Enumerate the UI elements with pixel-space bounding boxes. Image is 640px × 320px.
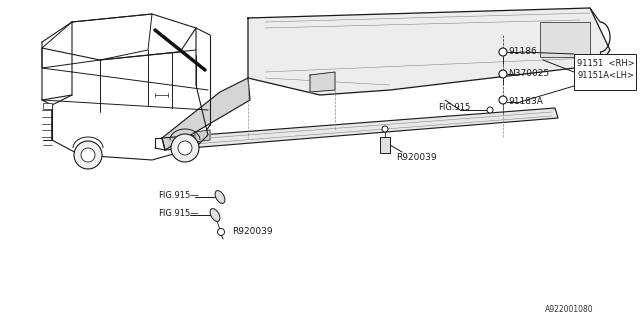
- Circle shape: [178, 141, 192, 155]
- Text: R920039: R920039: [396, 154, 436, 163]
- Polygon shape: [162, 78, 250, 150]
- Circle shape: [382, 126, 388, 132]
- Circle shape: [218, 228, 225, 236]
- Circle shape: [81, 148, 95, 162]
- Bar: [540, 22, 590, 57]
- Polygon shape: [162, 108, 558, 150]
- Ellipse shape: [210, 209, 220, 221]
- Circle shape: [74, 141, 102, 169]
- Text: 91186: 91186: [508, 47, 537, 57]
- Polygon shape: [248, 8, 610, 95]
- Text: R920039: R920039: [232, 228, 273, 236]
- Circle shape: [499, 48, 507, 56]
- Text: FIG.915—: FIG.915—: [158, 191, 198, 201]
- Circle shape: [171, 134, 199, 162]
- Text: 91151  <RH>: 91151 <RH>: [577, 60, 635, 68]
- Circle shape: [499, 70, 507, 78]
- Text: 91151A<LH>: 91151A<LH>: [577, 71, 634, 81]
- Circle shape: [487, 107, 493, 113]
- Bar: [380, 137, 390, 153]
- Text: A922001080: A922001080: [545, 306, 594, 315]
- Circle shape: [499, 96, 507, 104]
- Text: FIG.915: FIG.915: [438, 103, 470, 113]
- Text: N370025: N370025: [508, 69, 549, 78]
- Ellipse shape: [215, 191, 225, 204]
- Bar: [43, 103, 52, 109]
- Polygon shape: [310, 72, 335, 92]
- Text: 91183A: 91183A: [508, 98, 543, 107]
- Text: FIG.915—: FIG.915—: [158, 209, 198, 218]
- Polygon shape: [195, 130, 210, 142]
- Bar: [574, 54, 636, 90]
